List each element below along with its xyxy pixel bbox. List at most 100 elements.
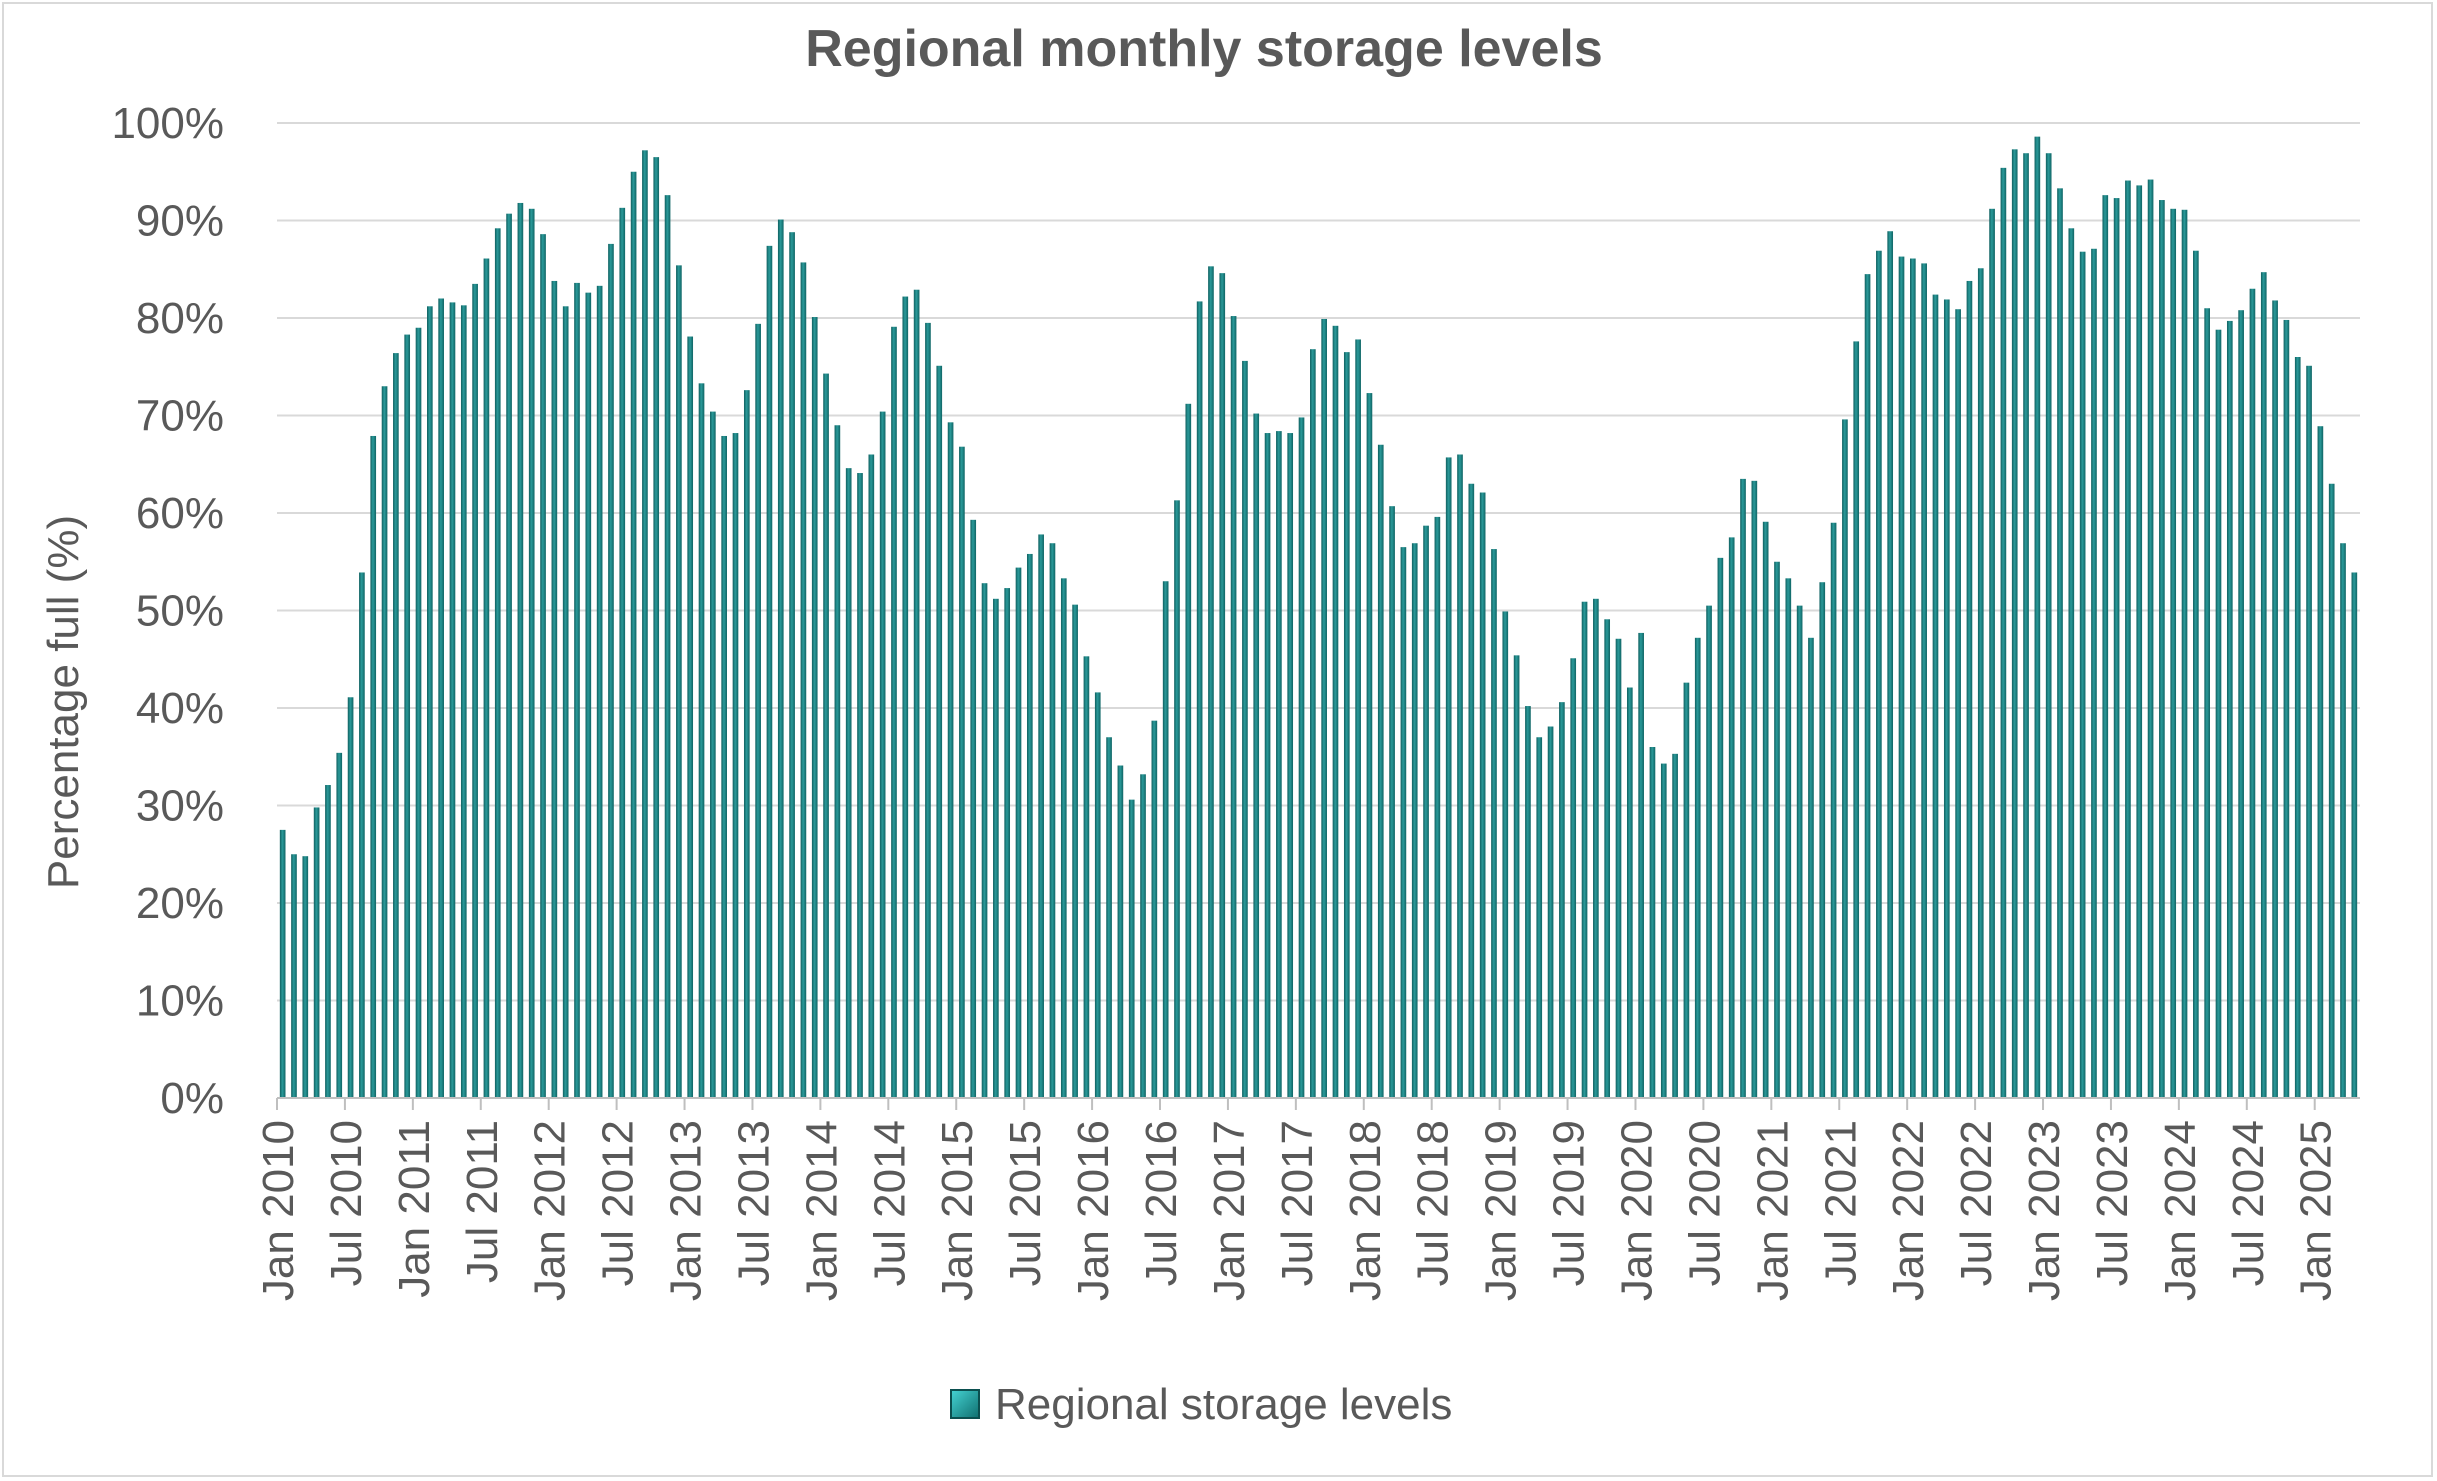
bar [1445,457,1452,1098]
bar [370,435,377,1099]
bar [404,334,411,1099]
bar [1808,637,1814,1098]
bar [630,171,637,1098]
y-tick-label: 40% [136,684,224,733]
bar [1083,656,1090,1098]
bar [2102,195,2109,1098]
bar [789,232,795,1098]
x-tick-label: Jan 2015 [933,1120,982,1301]
bar [279,829,286,1099]
bar [1264,433,1271,1098]
bar [1717,557,1724,1098]
bar [2249,288,2256,1098]
bar [981,583,988,1098]
bar [2340,543,2346,1098]
bar [2170,208,2177,1099]
bar [2226,320,2233,1098]
bar [1276,431,1282,1099]
legend-label: Regional storage levels [995,1380,1452,1429]
bar [1536,737,1543,1098]
bar [1604,619,1611,1098]
bar [891,326,897,1098]
bar [2147,179,2154,1099]
bar [1026,553,1033,1098]
bar [2260,272,2267,1098]
legend: Regional storage levels [950,1380,1452,1429]
bar [1151,720,1158,1098]
bar [1355,339,1361,1098]
bar [1921,263,1927,1098]
bar [1977,268,1984,1098]
bar [1830,522,1837,1098]
bar [2294,357,2301,1098]
bar [483,258,490,1098]
bar [359,572,365,1098]
x-tick-label: Jul 2013 [730,1120,779,1286]
bar [1864,274,1871,1099]
bar [2023,153,2029,1099]
bar [642,150,648,1099]
y-tick-label: 10% [136,977,224,1026]
bar [2045,153,2052,1099]
bar [415,327,422,1098]
chart-title: Regional monthly storage levels [805,20,1603,78]
bar [777,219,784,1098]
bar [993,598,999,1098]
bar [2283,319,2290,1098]
bar [1989,208,1995,1099]
x-tick-label: Jul 2015 [1001,1120,1050,1286]
bar [913,289,920,1099]
x-tick-label: Jul 2014 [865,1120,914,1286]
bar [1377,444,1384,1098]
bar [1513,655,1520,1098]
bar [959,446,965,1098]
bar [2193,250,2199,1099]
bar [1672,753,1678,1098]
bar [1242,360,1248,1098]
bar [540,234,546,1098]
bar [1638,632,1644,1098]
y-tick-label: 50% [136,587,224,636]
y-tick-label: 20% [136,879,224,928]
bar [1434,516,1441,1098]
bar [608,243,614,1098]
bar [2351,572,2358,1098]
bar [1898,256,1905,1099]
bar [313,807,320,1098]
bar [1740,478,1746,1099]
x-tick-label: Jul 2020 [1680,1120,1729,1286]
x-tick-label: Jan 2018 [1341,1120,1390,1301]
bar [2136,185,2143,1098]
bar [393,353,399,1099]
bar [970,519,977,1098]
bar [879,411,886,1099]
bar [1694,637,1701,1098]
bar [302,856,309,1098]
bar [1762,521,1769,1098]
bar [1910,258,1916,1098]
bar [2011,149,2018,1098]
bar [2057,188,2063,1098]
bar [1796,605,1803,1099]
bar [2328,483,2335,1098]
bar [2068,228,2075,1099]
x-tick-label: Jan 2016 [1069,1120,1118,1301]
x-tick-label: Jul 2011 [458,1120,507,1283]
x-tick-label: Jul 2016 [1137,1120,1186,1286]
bar [325,785,331,1098]
bar [1581,601,1588,1098]
bar [619,207,626,1098]
bar [1094,692,1101,1098]
bar [732,433,739,1098]
bar [755,323,761,1099]
bar [494,228,501,1099]
bar [1400,547,1407,1099]
bar [664,195,671,1098]
bar [1366,393,1373,1099]
bar [1015,567,1022,1098]
x-tick-label: Jan 2021 [1748,1120,1797,1301]
bar [1479,492,1486,1098]
x-tick-label: Jan 2024 [2156,1120,2205,1301]
bar [2113,198,2120,1098]
y-tick-label: 30% [136,782,224,831]
